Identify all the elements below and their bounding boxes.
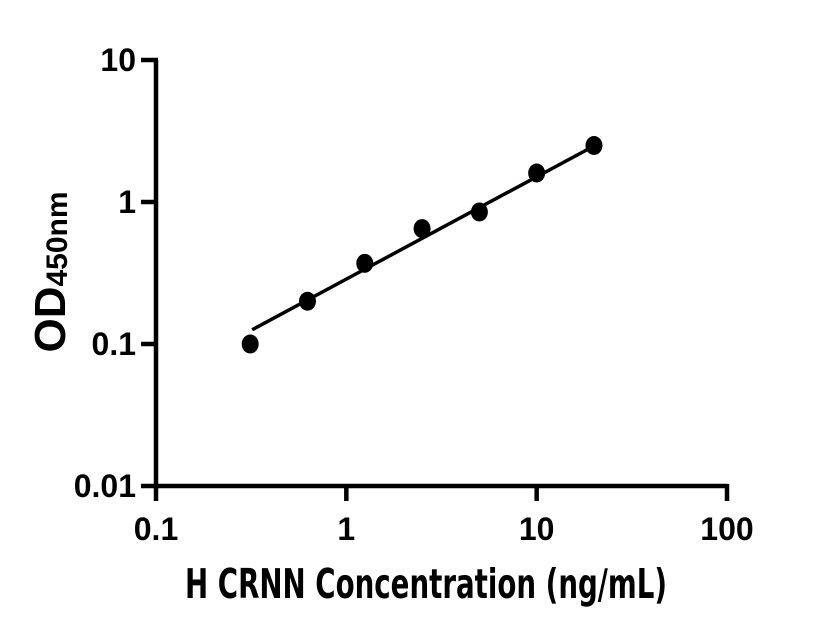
data-points-layer	[241, 135, 603, 354]
data-point-6	[528, 163, 546, 183]
x-tick-label-0.1: 0.1	[134, 511, 178, 547]
y-axis-ticks	[141, 57, 158, 489]
data-point-3	[356, 253, 374, 273]
x-tick-label-10: 10	[519, 511, 555, 547]
data-point-5	[470, 202, 488, 222]
y-tick-label-0.1: 0.1	[92, 326, 136, 362]
y-axis-title: OD450nm	[26, 191, 75, 352]
y-tick-label-1: 1	[118, 184, 136, 220]
x-axis-tick-labels: 0.1 1 10 100	[134, 511, 754, 547]
x-tick-label-1: 1	[337, 511, 355, 547]
y-tick-label-0.01: 0.01	[74, 468, 136, 504]
y-tick-label-10: 10	[100, 42, 136, 78]
x-tick-label-100: 100	[700, 511, 753, 547]
data-point-1	[241, 334, 259, 354]
data-point-2	[298, 291, 316, 311]
data-point-7	[585, 135, 603, 155]
y-axis-title-main: OD	[26, 287, 75, 353]
x-axis-ticks	[153, 484, 730, 501]
x-axis-title: H CRNN Concentration (ng/mL)	[185, 560, 667, 608]
data-point-4	[413, 219, 431, 239]
y-axis-tick-labels: 0.01 0.1 1 10	[74, 42, 136, 504]
y-axis-title-subscript: 450nm	[41, 191, 74, 286]
